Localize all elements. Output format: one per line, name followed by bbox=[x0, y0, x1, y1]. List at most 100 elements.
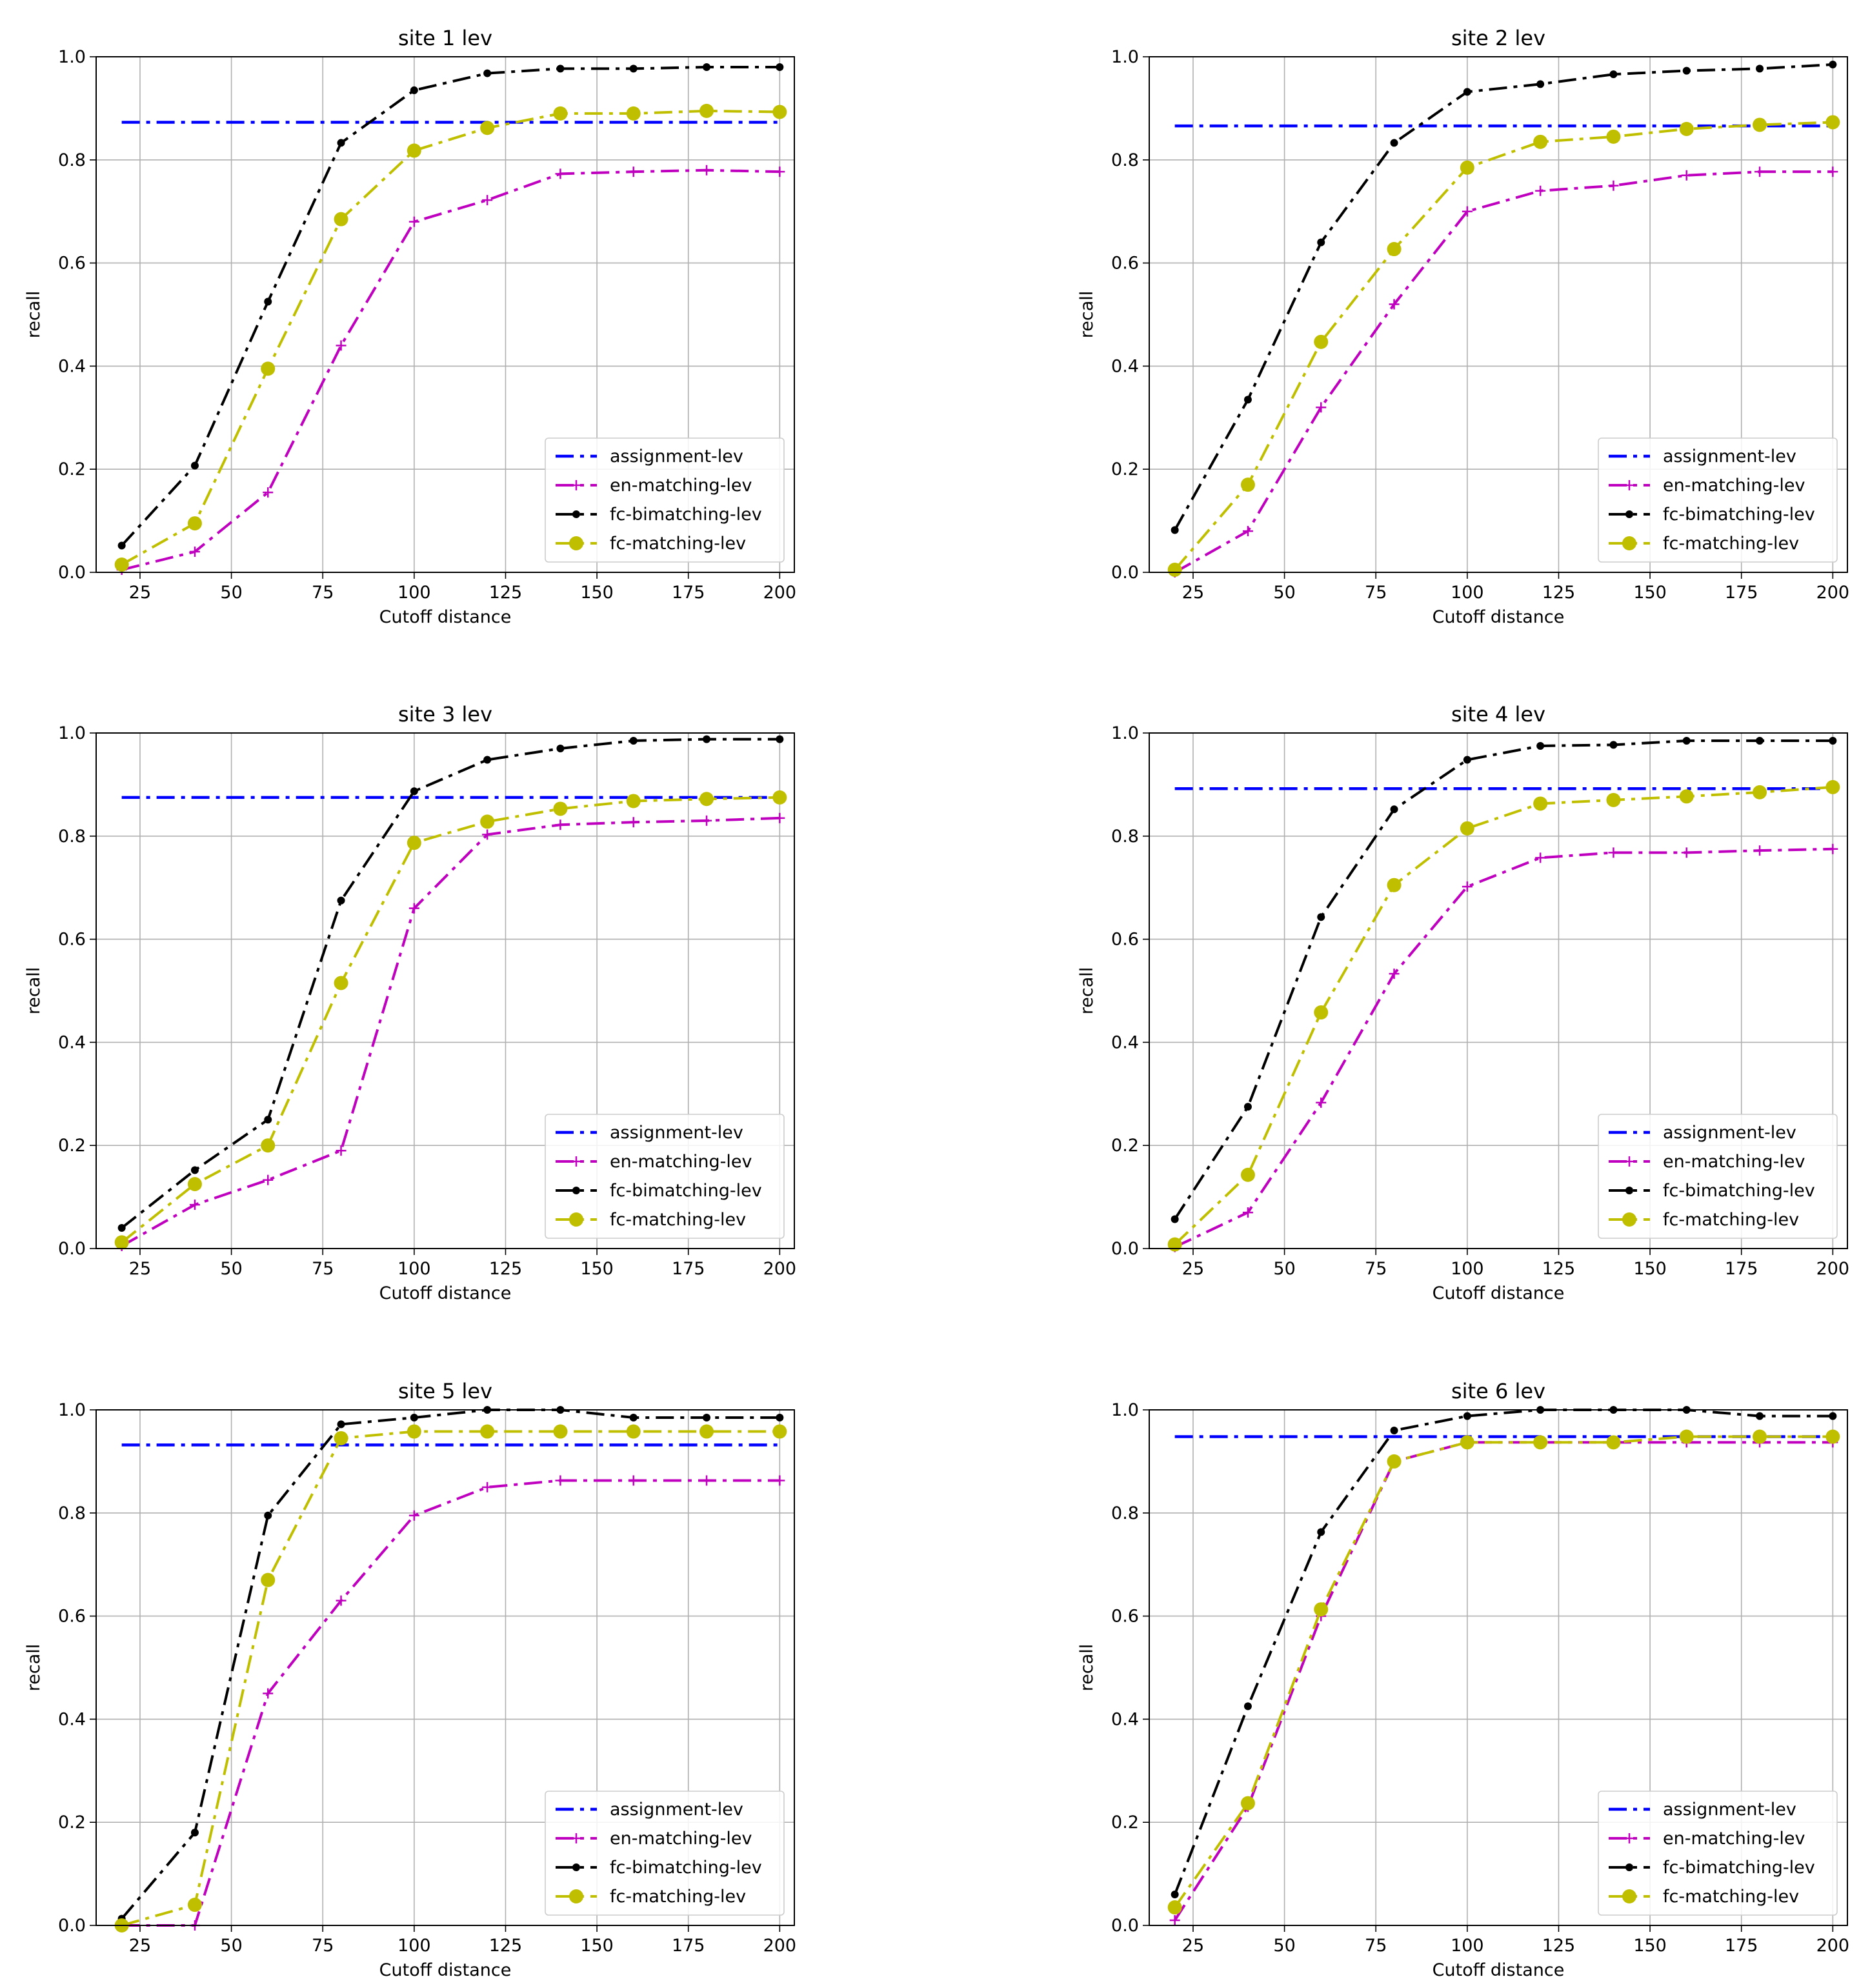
legend-box bbox=[545, 1114, 785, 1239]
data-point-fc-matching-lev bbox=[480, 121, 495, 136]
data-point-fc-matching-lev bbox=[1240, 1167, 1255, 1182]
legend-label: en-matching-lev bbox=[1663, 1829, 1805, 1849]
data-point-fc-bimatching-lev bbox=[776, 735, 784, 743]
data-point-fc-bimatching-lev bbox=[1317, 913, 1325, 921]
legend-label: fc-matching-lev bbox=[1663, 1887, 1799, 1907]
data-point-fc-bimatching-lev bbox=[556, 744, 565, 752]
data-point-fc-matching-lev bbox=[626, 106, 641, 121]
data-point-fc-matching-lev bbox=[1387, 878, 1402, 892]
data-point-fc-bimatching-lev bbox=[1171, 526, 1179, 534]
data-point-en-matching-lev bbox=[1316, 402, 1327, 413]
data-point-fc-matching-lev bbox=[626, 794, 641, 808]
y-tick-label: 0.4 bbox=[1111, 1032, 1139, 1052]
data-point-fc-matching-lev bbox=[334, 1431, 348, 1445]
data-point-en-matching-lev bbox=[555, 168, 566, 179]
legend-label: assignment-lev bbox=[610, 447, 743, 467]
x-tick-label: 150 bbox=[1633, 583, 1667, 603]
y-tick-label: 0.6 bbox=[1111, 1607, 1139, 1627]
data-point-en-matching-lev bbox=[774, 812, 785, 823]
axes-frame bbox=[96, 1409, 795, 1926]
data-point-fc-bimatching-lev bbox=[629, 736, 638, 745]
x-tick-label: 25 bbox=[129, 583, 151, 603]
y-tick-label: 0.6 bbox=[1111, 254, 1139, 274]
data-point-fc-bimatching-lev bbox=[776, 63, 784, 71]
legend-label: fc-matching-lev bbox=[610, 534, 746, 554]
legend: assignment-lev en-matching-lev fc-bimatchi… bbox=[545, 1791, 785, 1916]
data-point-en-matching-lev bbox=[482, 1481, 493, 1492]
legend-entry-en-matching-lev: en-matching-lev bbox=[1609, 476, 1805, 496]
legend-label: fc-matching-lev bbox=[1663, 1210, 1799, 1230]
series-line-en-matching-lev bbox=[121, 816, 780, 1247]
data-point-fc-bimatching-lev bbox=[1536, 80, 1545, 88]
data-point-fc-matching-lev bbox=[334, 976, 348, 990]
legend-entry-fc-matching-lev: fc-matching-lev bbox=[556, 1210, 746, 1230]
x-tick-label: 100 bbox=[1451, 1936, 1484, 1956]
data-point-fc-bimatching-lev bbox=[703, 1413, 711, 1421]
series-line-fc-bimatching-lev bbox=[121, 65, 780, 547]
y-tick-label: 0.2 bbox=[1111, 459, 1139, 479]
data-point-fc-matching-lev bbox=[1314, 334, 1329, 349]
x-tick-label: 50 bbox=[1273, 583, 1295, 603]
legend: assignment-lev en-matching-lev fc-bimatchi… bbox=[545, 437, 785, 563]
y-tick-label: 0.2 bbox=[58, 459, 86, 479]
series-line-en-matching-lev bbox=[1173, 1441, 1833, 1922]
data-point-en-matching-lev bbox=[1242, 1207, 1253, 1218]
y-tick-label: 0.0 bbox=[58, 1916, 86, 1936]
y-axis-label: recall bbox=[1077, 1644, 1097, 1692]
data-point-fc-matching-lev bbox=[261, 1572, 276, 1587]
data-point-en-matching-lev bbox=[774, 166, 785, 177]
data-point-en-matching-lev bbox=[336, 1595, 347, 1606]
chart-title: site 5 lev bbox=[398, 1379, 492, 1403]
legend-entry-en-matching-lev: en-matching-lev bbox=[556, 1829, 752, 1849]
data-point-en-matching-lev bbox=[1608, 180, 1619, 191]
y-tick-label: 0.2 bbox=[1111, 1812, 1139, 1832]
legend-box bbox=[545, 437, 785, 563]
x-tick-label: 200 bbox=[763, 1259, 797, 1279]
axes-frame bbox=[96, 732, 795, 1249]
data-point-en-matching-lev bbox=[1242, 526, 1253, 537]
data-point-fc-bimatching-lev bbox=[1463, 756, 1471, 764]
data-point-fc-bimatching-lev bbox=[117, 1224, 126, 1232]
chart-title: site 4 lev bbox=[1451, 702, 1545, 727]
data-point-en-matching-lev bbox=[1681, 170, 1692, 181]
x-axis-label: Cutoff distance bbox=[1433, 1283, 1565, 1303]
legend-entry-fc-matching-lev: fc-matching-lev bbox=[556, 1887, 746, 1907]
data-point-fc-bimatching-lev bbox=[1609, 70, 1618, 79]
x-tick-label: 125 bbox=[1542, 583, 1576, 603]
legend-entry-en-matching-lev: en-matching-lev bbox=[556, 476, 752, 496]
data-point-fc-matching-lev bbox=[1387, 242, 1402, 257]
data-point-fc-matching-lev bbox=[407, 836, 421, 850]
data-point-fc-bimatching-lev bbox=[1463, 88, 1471, 96]
data-point-fc-bimatching-lev bbox=[1317, 238, 1325, 246]
x-tick-label: 75 bbox=[1365, 1259, 1387, 1279]
legend-label: fc-bimatching-lev bbox=[610, 505, 762, 525]
y-axis-label: recall bbox=[24, 291, 44, 339]
legend-entry-assignment-lev: assignment-lev bbox=[556, 1800, 743, 1820]
data-point-fc-matching-lev bbox=[1167, 1900, 1182, 1915]
series-line-fc-matching-lev bbox=[1174, 785, 1833, 1246]
data-point-fc-bimatching-lev bbox=[1243, 1103, 1252, 1111]
data-point-fc-bimatching-lev bbox=[117, 541, 126, 550]
data-point-fc-bimatching-lev bbox=[190, 461, 199, 470]
legend-label: assignment-lev bbox=[1663, 447, 1796, 467]
data-point-fc-bimatching-lev bbox=[264, 1511, 272, 1520]
legend: assignment-lev en-matching-lev fc-bimatchi… bbox=[1598, 437, 1838, 563]
x-tick-label: 150 bbox=[580, 1936, 614, 1956]
data-point-fc-matching-lev bbox=[1533, 796, 1548, 811]
data-point-fc-matching-lev bbox=[407, 143, 421, 158]
y-tick-label: 0.6 bbox=[1111, 930, 1139, 950]
data-point-en-matching-lev bbox=[1389, 299, 1400, 310]
x-tick-label: 150 bbox=[1633, 1259, 1667, 1279]
data-point-fc-matching-lev bbox=[699, 103, 714, 118]
x-tick-label: 25 bbox=[129, 1259, 151, 1279]
x-tick-label: 125 bbox=[489, 583, 523, 603]
y-axis-label: recall bbox=[24, 967, 44, 1015]
data-point-fc-matching-lev bbox=[1460, 160, 1474, 175]
x-tick-label: 150 bbox=[580, 583, 614, 603]
data-point-en-matching-lev bbox=[189, 1200, 200, 1210]
y-tick-label: 1.0 bbox=[58, 1400, 86, 1420]
x-tick-label: 100 bbox=[1451, 1259, 1484, 1279]
x-tick-label: 50 bbox=[220, 1936, 242, 1956]
series-line-fc-matching-lev bbox=[121, 109, 780, 566]
x-tick-label: 175 bbox=[1725, 1259, 1758, 1279]
